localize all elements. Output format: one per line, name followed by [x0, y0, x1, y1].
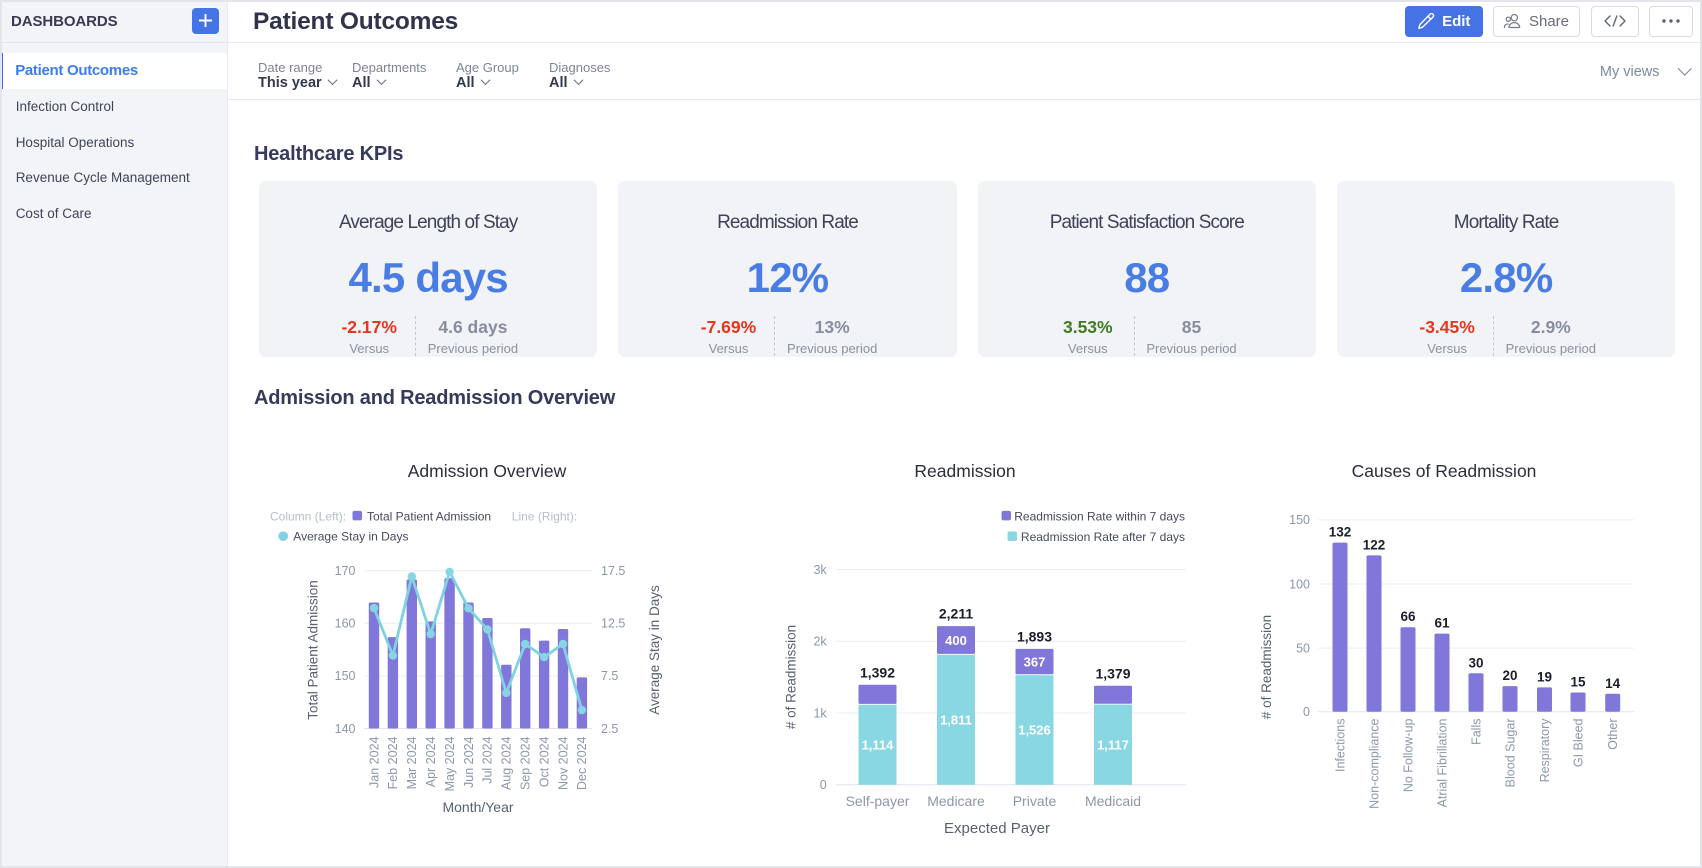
svg-text:1,392: 1,392 [860, 664, 895, 680]
svg-text:Blood Sugar: Blood Sugar [1503, 719, 1517, 788]
svg-text:132: 132 [1329, 525, 1352, 540]
svg-text:Readmission Rate after 7 days: Readmission Rate after 7 days [1021, 530, 1185, 544]
svg-text:Self-payer: Self-payer [846, 793, 910, 809]
svg-text:Nov 2024: Nov 2024 [556, 736, 570, 790]
svg-text:61: 61 [1434, 616, 1450, 631]
svg-text:0: 0 [1303, 705, 1310, 719]
svg-text:17.5: 17.5 [601, 564, 625, 578]
svg-text:Column (Left):: Column (Left): [270, 509, 346, 523]
svg-text:3k: 3k [813, 563, 827, 577]
svg-text:Readmission Rate within 7 days: Readmission Rate within 7 days [1014, 509, 1185, 523]
svg-text:2k: 2k [813, 635, 827, 649]
svg-text:1,811: 1,811 [940, 712, 972, 727]
svg-text:Falls: Falls [1469, 719, 1483, 745]
svg-text:2,211: 2,211 [939, 606, 973, 622]
svg-text:Jun 2024: Jun 2024 [462, 736, 476, 787]
svg-text:19: 19 [1537, 669, 1552, 684]
svg-text:367: 367 [1024, 655, 1046, 670]
svg-text:1,117: 1,117 [1097, 737, 1129, 752]
svg-text:Total Patient Admission: Total Patient Admission [367, 509, 491, 523]
svg-text:May 2024: May 2024 [443, 736, 457, 791]
svg-text:122: 122 [1363, 537, 1386, 552]
svg-text:Jan 2024: Jan 2024 [367, 736, 381, 787]
svg-text:Other: Other [1606, 719, 1620, 750]
svg-text:Total Patient Admission: Total Patient Admission [306, 580, 321, 720]
svg-text:1,893: 1,893 [1017, 628, 1052, 644]
svg-text:Admission Overview: Admission Overview [408, 461, 567, 481]
svg-text:No Follow-up: No Follow-up [1401, 718, 1415, 792]
svg-text:Readmission: Readmission [914, 461, 1015, 481]
svg-text:66: 66 [1400, 609, 1416, 624]
svg-text:12.5: 12.5 [601, 617, 625, 631]
svg-text:150: 150 [1289, 513, 1310, 527]
svg-text:# of Readmission: # of Readmission [1259, 615, 1274, 719]
svg-text:2.5: 2.5 [601, 722, 618, 736]
svg-text:150: 150 [335, 669, 356, 683]
svg-text:160: 160 [335, 617, 356, 631]
svg-text:15: 15 [1570, 675, 1586, 690]
svg-text:GI Bleed: GI Bleed [1571, 718, 1585, 767]
svg-text:Average Stay in Days: Average Stay in Days [647, 585, 662, 715]
svg-text:50: 50 [1296, 641, 1310, 655]
svg-text:0: 0 [820, 778, 827, 792]
svg-text:170: 170 [335, 564, 356, 578]
svg-text:Feb 2024: Feb 2024 [386, 736, 400, 789]
svg-text:30: 30 [1468, 655, 1483, 670]
svg-text:Dec 2024: Dec 2024 [575, 736, 589, 790]
svg-text:Average Stay in Days: Average Stay in Days [293, 530, 408, 544]
svg-text:Oct 2024: Oct 2024 [537, 736, 551, 787]
svg-text:Causes of Readmission: Causes of Readmission [1352, 461, 1537, 481]
svg-text:Medicaid: Medicaid [1085, 793, 1141, 809]
svg-text:1,379: 1,379 [1095, 665, 1130, 681]
svg-text:140: 140 [335, 722, 356, 736]
svg-text:Private: Private [1013, 793, 1057, 809]
svg-text:Aug 2024: Aug 2024 [500, 736, 514, 790]
svg-text:20: 20 [1502, 668, 1517, 683]
svg-text:1k: 1k [813, 706, 827, 720]
svg-text:Medicare: Medicare [927, 793, 985, 809]
svg-text:Atrial Fibrillation: Atrial Fibrillation [1435, 718, 1449, 807]
svg-text:1,114: 1,114 [862, 737, 895, 752]
svg-text:Non-compliance: Non-compliance [1367, 718, 1381, 808]
svg-text:100: 100 [1289, 577, 1310, 591]
svg-text:Respiratory: Respiratory [1538, 718, 1552, 783]
svg-text:Month/Year: Month/Year [442, 799, 513, 815]
svg-text:Sep 2024: Sep 2024 [519, 736, 533, 790]
svg-text:7.5: 7.5 [601, 669, 618, 683]
svg-text:# of Readmission: # of Readmission [784, 625, 799, 729]
svg-text:1,526: 1,526 [1018, 723, 1051, 738]
svg-text:Infections: Infections [1333, 719, 1347, 773]
svg-text:Line (Right):: Line (Right): [512, 509, 577, 523]
svg-text:Mar 2024: Mar 2024 [405, 736, 419, 789]
svg-text:400: 400 [945, 633, 967, 648]
svg-text:Expected Payer: Expected Payer [944, 820, 1050, 837]
svg-text:Apr 2024: Apr 2024 [424, 736, 438, 787]
svg-text:14: 14 [1605, 676, 1621, 691]
svg-text:Jul 2024: Jul 2024 [481, 736, 495, 783]
